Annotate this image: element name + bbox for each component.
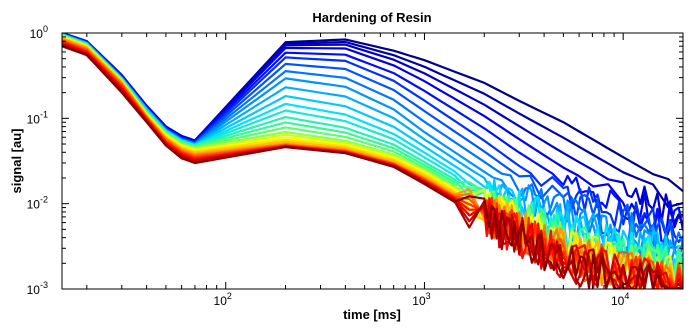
- y-tick-label: 100: [30, 24, 48, 41]
- plot-frame: [61, 32, 684, 290]
- y-tick-label: 10-1: [27, 109, 48, 126]
- x-axis-label: time [ms]: [343, 307, 401, 322]
- y-tick-label: 10-2: [27, 195, 48, 212]
- tick-layer: 102 103 104 100 10-1 10-2 10-3: [27, 24, 684, 308]
- x-tick-label: 104: [611, 291, 629, 308]
- y-axis-label: signal [au]: [9, 128, 24, 193]
- x-tick-label: 102: [214, 291, 232, 308]
- series-layer: [62, 33, 683, 289]
- x-tick-label: 103: [412, 291, 430, 308]
- series-line: [62, 33, 683, 261]
- chart-title: Hardening of Resin: [312, 10, 431, 25]
- series-line: [62, 45, 683, 289]
- y-tick-label: 10-3: [27, 280, 48, 297]
